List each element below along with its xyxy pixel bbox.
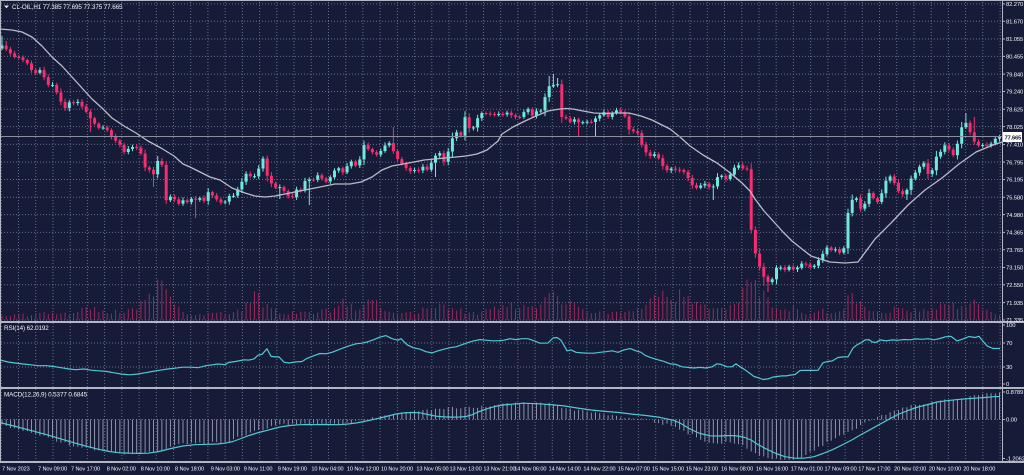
svg-text:10 Nov 20:00: 10 Nov 20:00 bbox=[381, 466, 413, 472]
svg-text:8 Nov 10:00: 8 Nov 10:00 bbox=[141, 466, 170, 472]
svg-text:30: 30 bbox=[1006, 365, 1013, 371]
svg-text:75.580: 75.580 bbox=[1006, 196, 1024, 202]
svg-text:7 Nov 2023: 7 Nov 2023 bbox=[2, 466, 30, 472]
svg-text:17 Nov 09:00: 17 Nov 09:00 bbox=[825, 466, 857, 472]
svg-text:9 Nov 11:00: 9 Nov 11:00 bbox=[244, 466, 273, 472]
svg-text:14 Nov 22:00: 14 Nov 22:00 bbox=[583, 466, 615, 472]
svg-text:77.665: 77.665 bbox=[1005, 136, 1022, 142]
svg-text:81.670: 81.670 bbox=[1006, 20, 1024, 26]
svg-text:72.550: 72.550 bbox=[1006, 283, 1024, 289]
svg-text:15 Nov 15:00: 15 Nov 15:00 bbox=[652, 466, 684, 472]
svg-text:81.055: 81.055 bbox=[1006, 37, 1024, 43]
svg-text:-1.2062: -1.2062 bbox=[1006, 457, 1024, 463]
svg-text:CL-OIL,H1 77.385 77.695 77.375: CL-OIL,H1 77.385 77.695 77.375 77.665 bbox=[12, 4, 123, 11]
svg-text:14 Nov 06:00: 14 Nov 06:00 bbox=[514, 466, 546, 472]
svg-text:13 Nov 05:00: 13 Nov 05:00 bbox=[416, 466, 448, 472]
svg-text:0: 0 bbox=[1006, 382, 1010, 388]
svg-text:78.025: 78.025 bbox=[1006, 125, 1024, 131]
svg-text:9 Nov 19:00: 9 Nov 19:00 bbox=[278, 466, 307, 472]
svg-text:80.455: 80.455 bbox=[1006, 55, 1024, 61]
svg-text:17 Nov 01:00: 17 Nov 01:00 bbox=[791, 466, 823, 472]
svg-text:8 Nov 18:00: 8 Nov 18:00 bbox=[175, 466, 204, 472]
svg-text:71.935: 71.935 bbox=[1006, 301, 1024, 307]
svg-text:73.150: 73.150 bbox=[1006, 266, 1024, 272]
svg-text:RSI(14) 62.0192: RSI(14) 62.0192 bbox=[4, 325, 49, 332]
svg-text:74.365: 74.365 bbox=[1006, 231, 1024, 237]
svg-text:77.410: 77.410 bbox=[1006, 143, 1024, 149]
svg-text:15 Nov 07:00: 15 Nov 07:00 bbox=[618, 466, 650, 472]
svg-text:100: 100 bbox=[1006, 323, 1016, 329]
svg-text:20 Nov 18:00: 20 Nov 18:00 bbox=[963, 466, 995, 472]
svg-text:7 Nov 17:00: 7 Nov 17:00 bbox=[71, 466, 100, 472]
svg-text:20 Nov 10:00: 20 Nov 10:00 bbox=[929, 466, 961, 472]
svg-text:0.8789: 0.8789 bbox=[1006, 390, 1023, 396]
svg-text:79.840: 79.840 bbox=[1006, 72, 1024, 78]
svg-text:17 Nov 17:00: 17 Nov 17:00 bbox=[858, 466, 890, 472]
svg-text:82.270: 82.270 bbox=[1006, 2, 1024, 8]
svg-text:14 Nov 14:00: 14 Nov 14:00 bbox=[549, 466, 581, 472]
svg-text:76.795: 76.795 bbox=[1006, 160, 1024, 166]
svg-text:10 Nov 12:00: 10 Nov 12:00 bbox=[347, 466, 379, 472]
svg-text:20 Nov 02:00: 20 Nov 02:00 bbox=[894, 466, 926, 472]
svg-text:74.980: 74.980 bbox=[1006, 213, 1024, 219]
svg-text:73.765: 73.765 bbox=[1006, 248, 1024, 254]
svg-text:16 Nov 16:00: 16 Nov 16:00 bbox=[756, 466, 788, 472]
svg-text:0.00: 0.00 bbox=[1006, 418, 1018, 424]
svg-text:7 Nov 09:00: 7 Nov 09:00 bbox=[38, 466, 67, 472]
svg-text:70: 70 bbox=[1006, 341, 1013, 347]
svg-text:71.335: 71.335 bbox=[1006, 318, 1024, 324]
svg-text:10 Nov 04:00: 10 Nov 04:00 bbox=[311, 466, 343, 472]
svg-text:13 Nov 21:00: 13 Nov 21:00 bbox=[483, 466, 515, 472]
svg-text:9 Nov 03:00: 9 Nov 03:00 bbox=[211, 466, 240, 472]
svg-text:76.195: 76.195 bbox=[1006, 178, 1024, 184]
svg-text:8 Nov 02:00: 8 Nov 02:00 bbox=[107, 466, 136, 472]
svg-text:13 Nov 13:00: 13 Nov 13:00 bbox=[450, 466, 482, 472]
svg-text:15 Nov 23:00: 15 Nov 23:00 bbox=[686, 466, 718, 472]
svg-text:MACD(12,26,9) 0.5377 0.6845: MACD(12,26,9) 0.5377 0.6845 bbox=[4, 392, 88, 399]
svg-text:78.625: 78.625 bbox=[1006, 108, 1024, 114]
svg-text:79.240: 79.240 bbox=[1006, 90, 1024, 96]
svg-text:16 Nov 08:00: 16 Nov 08:00 bbox=[721, 466, 753, 472]
